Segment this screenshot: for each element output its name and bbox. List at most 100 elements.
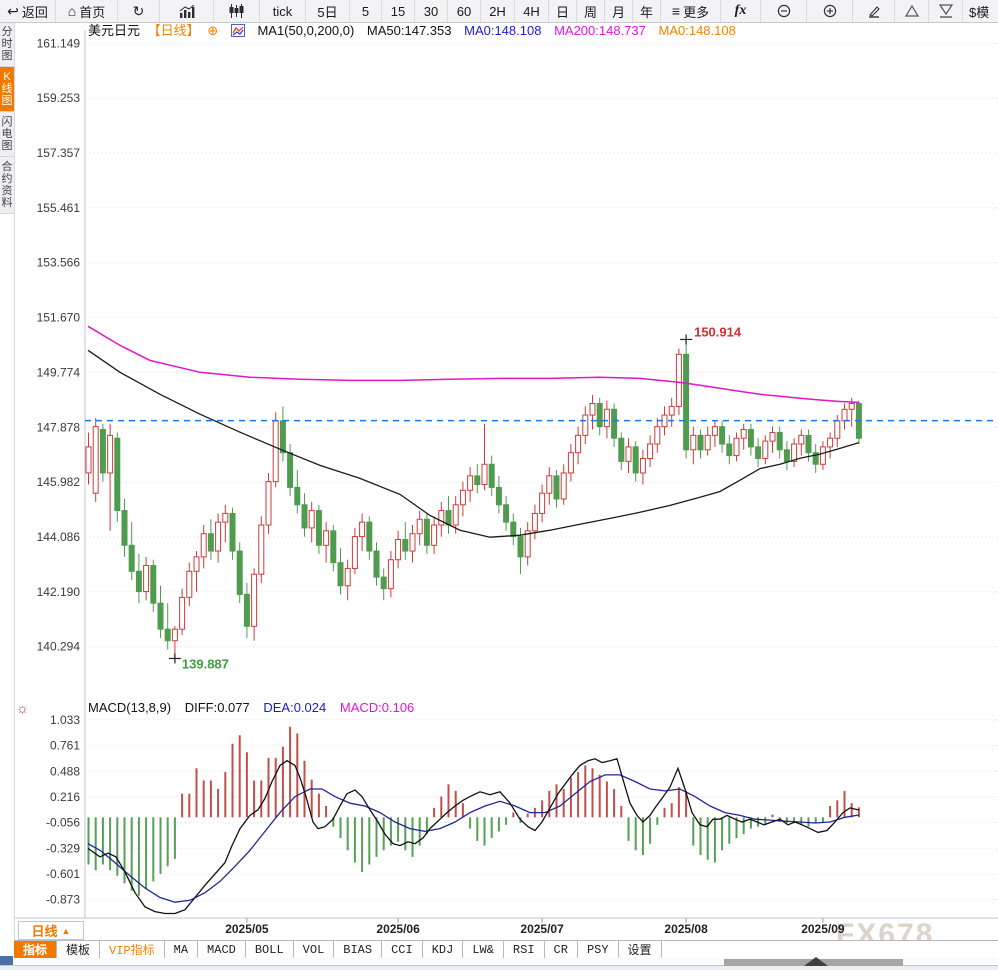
alert-up-button[interactable] [895,0,929,22]
period-5day-label: 5日 [317,4,338,20]
tab-kdj[interactable]: KDJ [422,941,464,959]
svg-text:-0.056: -0.056 [46,816,80,830]
svg-text:2025/05: 2025/05 [225,922,269,936]
bar-chart-icon [179,4,195,18]
add-indicator-icon[interactable]: ⊕ [207,23,219,38]
tab-bias[interactable]: BIAS [334,941,383,959]
more-button[interactable]: ≡ 更多 [661,0,721,22]
sidebar-tab-lightning[interactable]: 闪电图 [0,112,14,157]
mini-chart-icon[interactable] [230,24,245,41]
period-15min-button[interactable]: 15 [382,0,415,22]
tab-vol[interactable]: VOL [293,941,335,959]
tab-macd[interactable]: MACD [198,941,246,959]
period-5min-button[interactable]: 5 [350,0,382,22]
svg-text:0.761: 0.761 [50,739,80,753]
period-year-label: 年 [639,4,653,20]
back-label: 返回 [21,4,48,20]
period-4h-label: 4H [523,3,540,19]
svg-text:2025/06: 2025/06 [376,922,420,936]
period-month-label: 月 [611,4,625,20]
svg-text:150.914: 150.914 [694,324,742,339]
tab-vip-indicator[interactable]: VIP指标 [100,941,165,959]
draw-button[interactable] [853,0,895,22]
pencil-icon [867,4,881,18]
sim-trading-label: $模 [969,4,990,20]
left-sidebar: 分时图 K线图 闪电图 合约资料 [0,22,15,970]
indicator-tab-bar: 指标 模板 VIP指标 MA MACD BOLL VOL BIAS CCI KD… [14,940,998,959]
period-week-button[interactable]: 周 [577,0,605,22]
ma0-orange-value: MA0:148.108 [658,23,736,38]
zoom-in-button[interactable] [807,0,853,22]
tab-psy[interactable]: PSY [577,941,619,959]
sim-trading-button[interactable]: $模 [963,0,998,22]
symbol-title: 美元日元 [88,23,141,38]
back-button[interactable]: ↩ 返回 [0,0,56,22]
diff-value: DIFF:0.077 [184,700,250,715]
period-day-button[interactable]: 日 [549,0,577,22]
period-60min-button[interactable]: 60 [448,0,481,22]
svg-text:-0.601: -0.601 [46,867,80,881]
period-month-button[interactable]: 月 [605,0,633,22]
period-30min-label: 30 [423,3,439,19]
period-5min-label: 5 [361,3,370,19]
period-selector-label: 日线 [31,924,58,939]
period-5day-button[interactable]: 5日 [306,0,350,22]
alert-down-button[interactable] [929,0,963,22]
macd-legend: MACD(13,8,9) DIFF:0.077 DEA:0.024 MACD:0… [88,700,424,715]
svg-text:161.149: 161.149 [37,36,81,50]
svg-text:2025/07: 2025/07 [520,922,564,936]
tab-rsi[interactable]: RSI [503,941,545,959]
zoom-out-button[interactable] [761,0,807,22]
tab-cci[interactable]: CCI [382,941,423,959]
home-button[interactable]: ⌂ 首页 [56,0,118,22]
period-tag: 【日线】 [147,23,200,38]
svg-text:147.878: 147.878 [37,420,81,434]
svg-text:2025/09: 2025/09 [801,922,845,936]
period-4h-button[interactable]: 4H [515,0,549,22]
tab-bar-filler [661,941,998,959]
svg-text:139.887: 139.887 [182,656,229,671]
tab-cr[interactable]: CR [544,941,578,959]
period-2h-label: 2H [489,3,506,19]
more-label: 更多 [683,4,710,20]
period-selector-button[interactable]: 日线 ▲ [18,921,84,940]
candle-view-button[interactable] [214,0,260,22]
formula-button[interactable]: fx [721,0,761,22]
period-week-label: 周 [583,4,597,20]
svg-text:157.357: 157.357 [37,146,81,160]
top-toolbar: ↩ 返回 ⌂ 首页 ↻ tick 5日 5 15 30 60 2H 4H 日 周… [0,0,998,23]
refresh-button[interactable]: ↻ [118,0,160,22]
period-2h-button[interactable]: 2H [481,0,515,22]
tab-ma[interactable]: MA [164,941,199,959]
period-30min-button[interactable]: 30 [415,0,448,22]
triangle-down-line-icon [938,4,953,18]
menu-lines-icon: ≡ [671,3,681,19]
svg-text:153.566: 153.566 [37,256,81,270]
tick-period-button[interactable]: tick [260,0,306,22]
tab-lwr[interactable]: LW& [463,941,504,959]
bar-chart-view-button[interactable] [160,0,214,22]
bottom-edge-strip [0,965,998,970]
scrollbar-track[interactable] [14,958,998,966]
sidebar-tab-kline[interactable]: K线图 [0,67,14,112]
tab-indicator[interactable]: 指标 [14,941,58,959]
tab-template[interactable]: 模板 [57,941,101,959]
svg-text:149.774: 149.774 [37,365,81,379]
scrollbar-grip-icon[interactable] [804,957,828,966]
sidebar-tab-timeshare[interactable]: 分时图 [0,22,14,67]
svg-text:159.253: 159.253 [37,91,81,105]
svg-text:145.982: 145.982 [37,475,81,489]
triangle-up-icon [904,5,919,17]
period-year-button[interactable]: 年 [633,0,661,22]
svg-text:-0.873: -0.873 [46,893,80,907]
ma200-value: MA200:148.737 [554,23,646,38]
macd-settings-icon[interactable]: ☼ [16,700,29,716]
svg-text:1.033: 1.033 [50,713,80,727]
candlestick-icon [229,4,244,18]
tab-settings[interactable]: 设置 [618,941,662,959]
macd-params: MACD(13,8,9) [88,700,172,715]
svg-text:0.216: 0.216 [50,790,80,804]
sidebar-tab-contract-info[interactable]: 合约资料 [0,157,14,214]
tab-boll[interactable]: BOLL [245,941,294,959]
